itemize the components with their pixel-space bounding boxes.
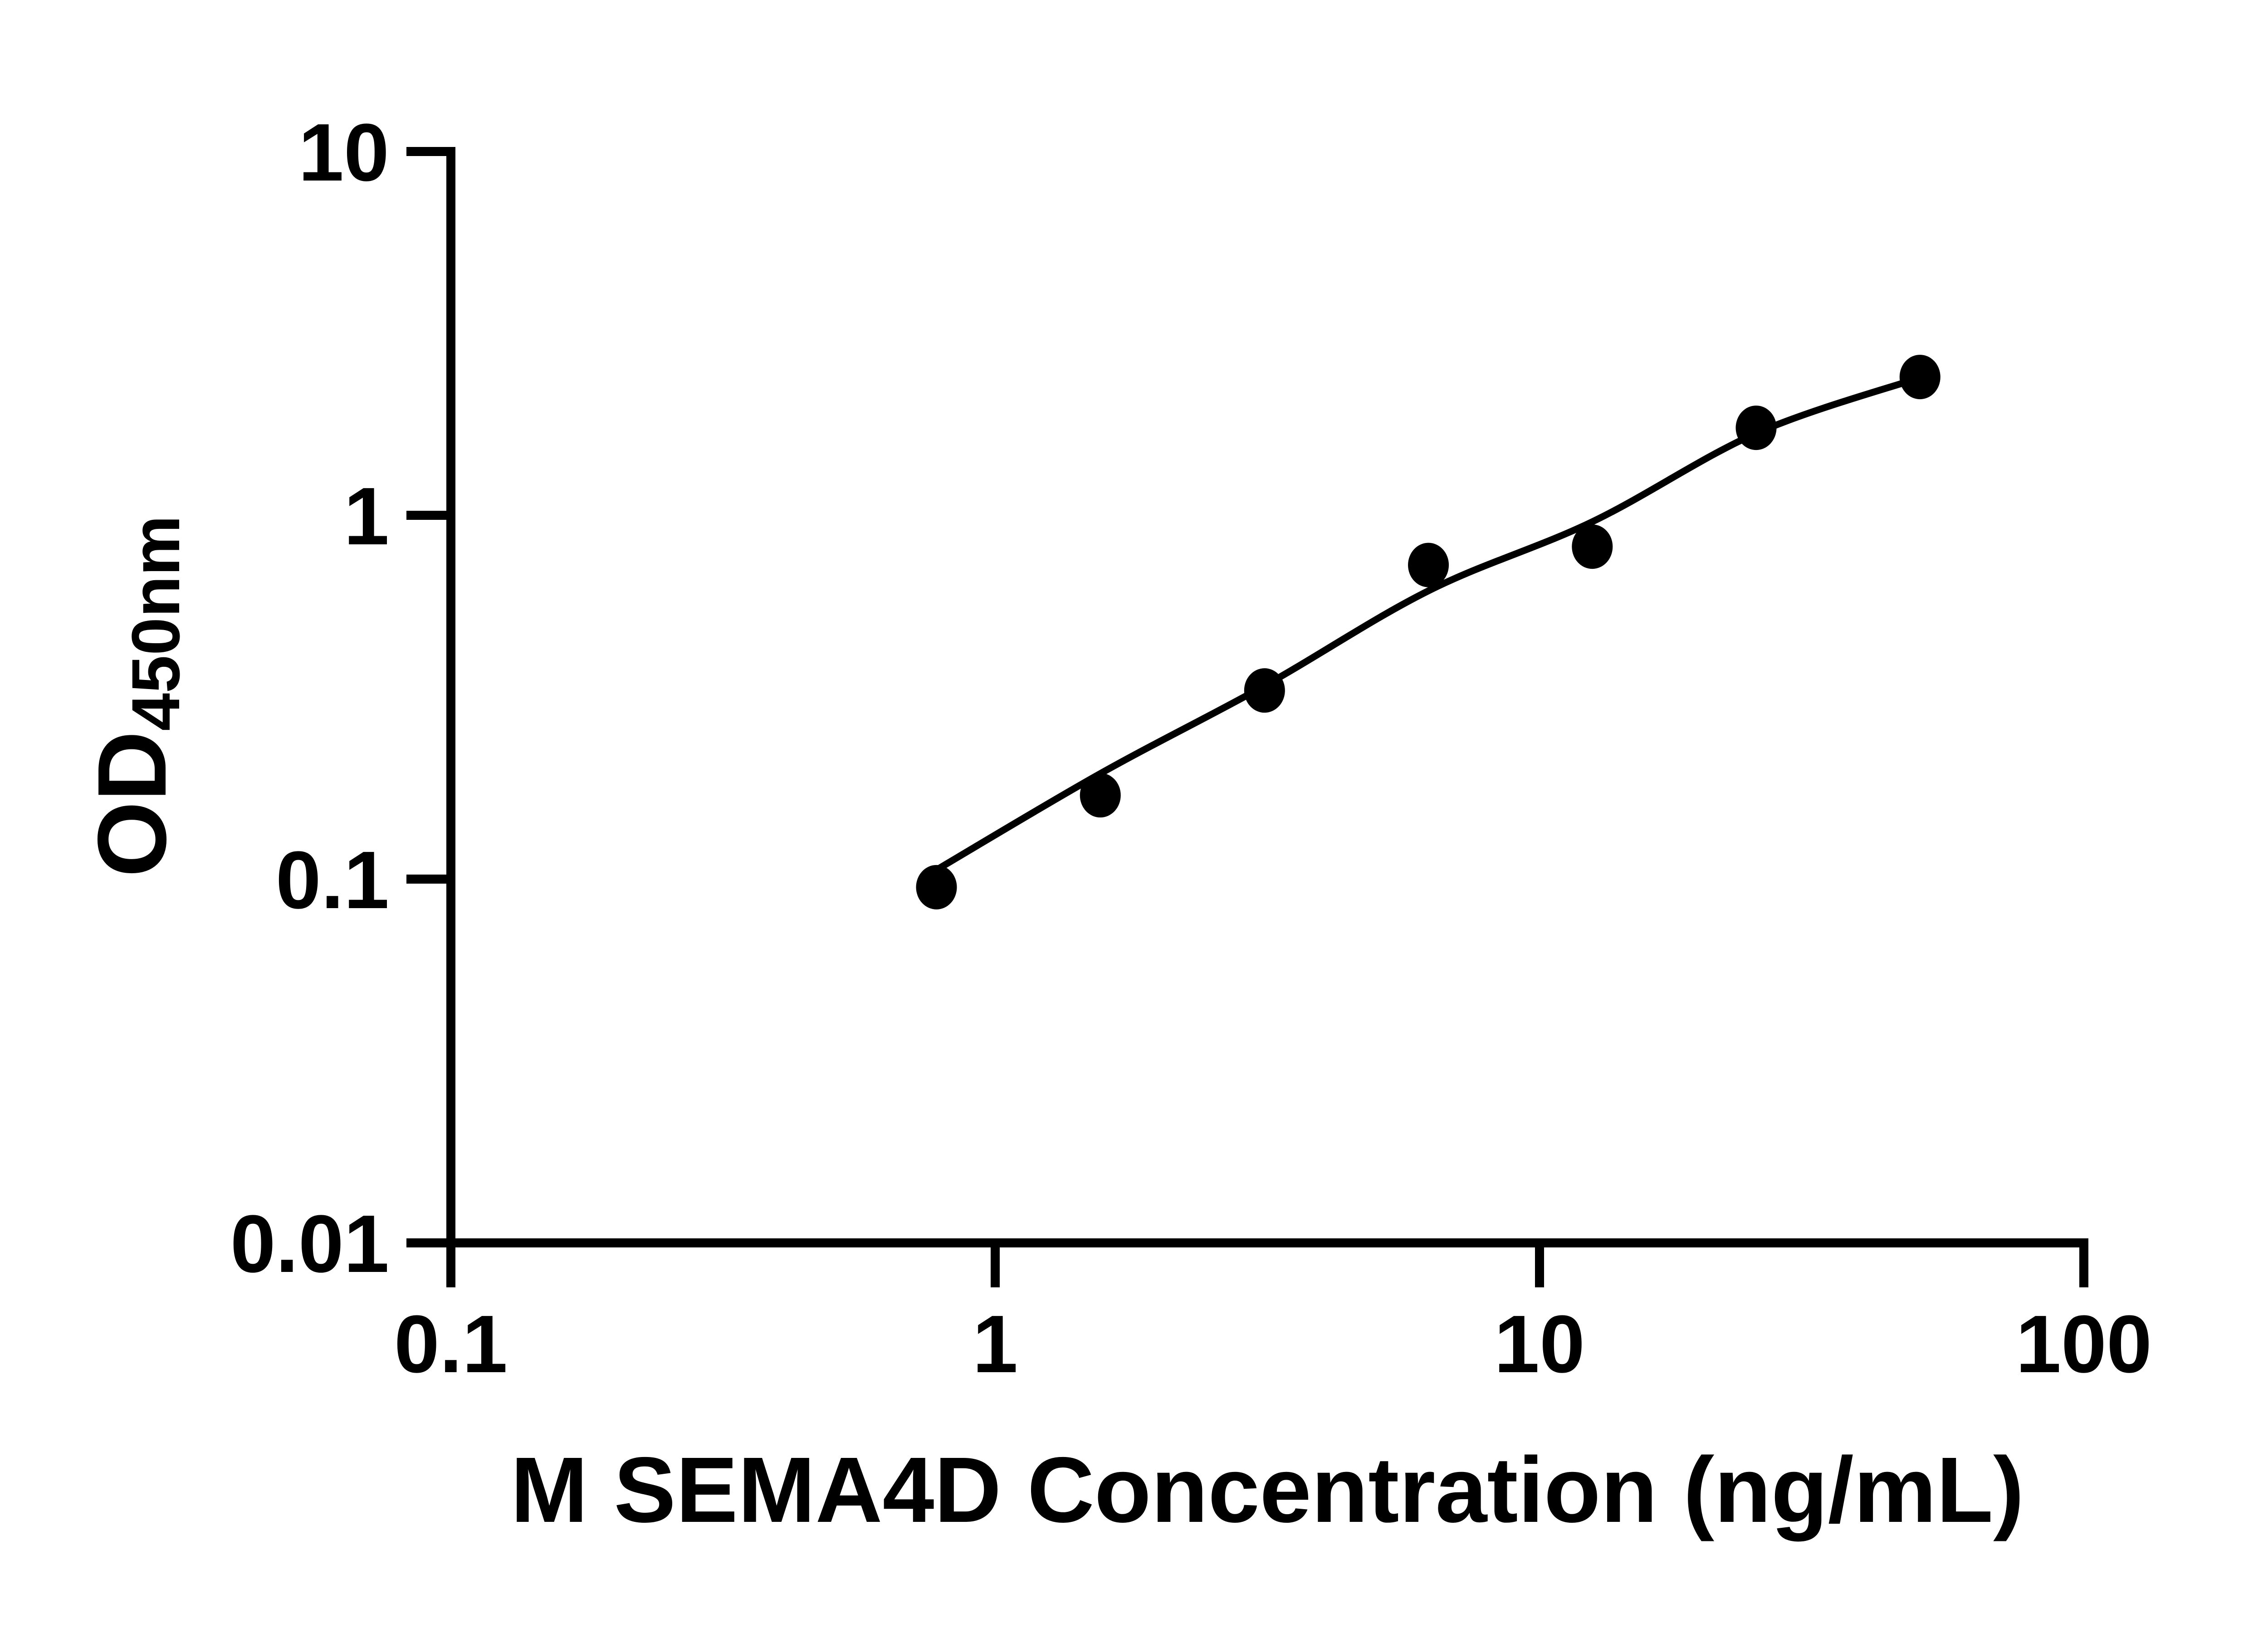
- y-tick-label: 0.1: [276, 835, 389, 926]
- y-axis-title-main: OD: [77, 731, 186, 877]
- data-point-marker: [1899, 355, 1941, 400]
- data-point-marker: [1080, 773, 1121, 818]
- y-axis-title-subscript: 450nm: [117, 515, 194, 731]
- x-tick-label: 1: [973, 1299, 1018, 1390]
- x-tick-label: 100: [2016, 1299, 2152, 1390]
- data-point-marker: [1735, 406, 1777, 450]
- y-tick-label: 0.01: [230, 1198, 389, 1290]
- data-point-marker: [916, 865, 957, 909]
- data-point-marker: [1244, 668, 1285, 713]
- axes: [446, 147, 2088, 1247]
- y-axis-tick-labels: 10 1 0.1 0.01: [230, 107, 389, 1290]
- y-tick-label: 10: [298, 107, 389, 198]
- x-axis-ticks: [446, 1247, 2088, 1287]
- x-axis-title: M SEMA4D Concentration (ng/mL): [511, 1438, 2024, 1542]
- y-axis-ticks: [406, 147, 446, 1247]
- data-point-marker: [1572, 524, 1613, 569]
- y-tick-label: 1: [344, 471, 389, 562]
- data-points: [916, 355, 1941, 909]
- x-tick-label: 0.1: [394, 1299, 508, 1390]
- x-axis-tick-labels: 0.1 1 10 100: [394, 1299, 2152, 1390]
- y-axis-title: OD450nm: [77, 515, 194, 877]
- x-tick-label: 10: [1494, 1299, 1585, 1390]
- data-point-marker: [1408, 543, 1449, 587]
